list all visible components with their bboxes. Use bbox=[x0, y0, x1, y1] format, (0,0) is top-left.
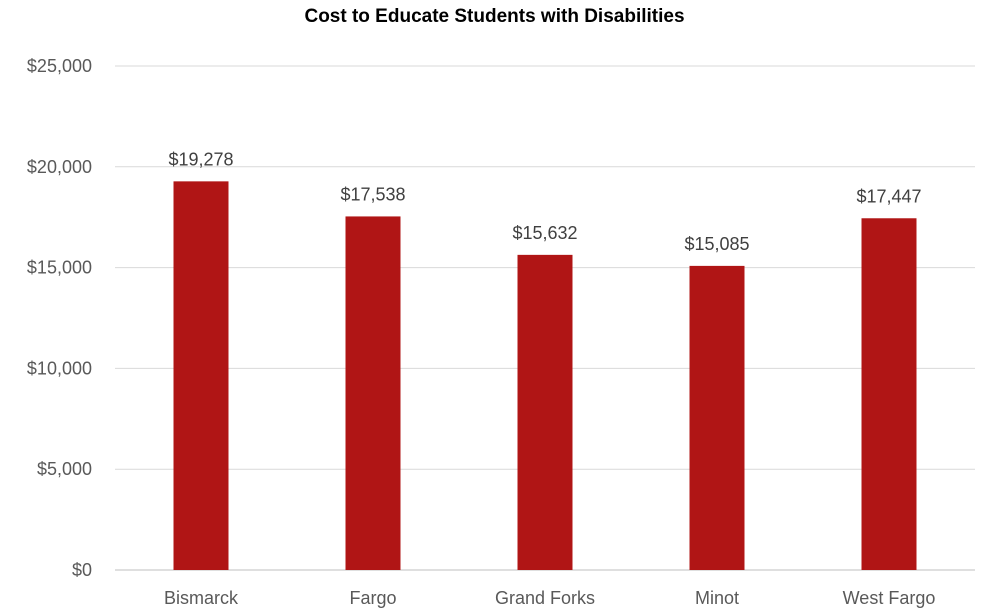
bar bbox=[689, 265, 745, 570]
y-tick-label: $10,000 bbox=[27, 358, 92, 378]
data-label: $15,632 bbox=[512, 223, 577, 243]
bar bbox=[173, 181, 229, 570]
y-tick-label: $15,000 bbox=[27, 258, 92, 278]
chart-title: Cost to Educate Students with Disabiliti… bbox=[304, 6, 685, 27]
data-label: $15,085 bbox=[684, 234, 749, 254]
data-label: $17,538 bbox=[340, 184, 405, 204]
x-tick-label: Minot bbox=[695, 588, 739, 608]
bars bbox=[173, 181, 917, 571]
x-tick-label: Bismarck bbox=[164, 588, 239, 608]
labels: $0 $5,000 $10,000 $15,000 $20,000 $25,000 $19,… bbox=[27, 56, 935, 608]
data-label: $17,447 bbox=[856, 186, 921, 206]
bar bbox=[861, 218, 917, 570]
x-tick-label: West Fargo bbox=[843, 588, 936, 608]
bar bbox=[345, 216, 401, 571]
y-tick-label: $25,000 bbox=[27, 56, 92, 76]
bar bbox=[517, 254, 573, 570]
y-tick-label: $20,000 bbox=[27, 157, 92, 177]
y-tick-label: $0 bbox=[72, 560, 92, 580]
data-label: $19,278 bbox=[168, 149, 233, 169]
x-tick-label: Grand Forks bbox=[495, 588, 595, 608]
x-tick-label: Fargo bbox=[349, 588, 396, 608]
y-tick-label: $5,000 bbox=[37, 459, 92, 479]
